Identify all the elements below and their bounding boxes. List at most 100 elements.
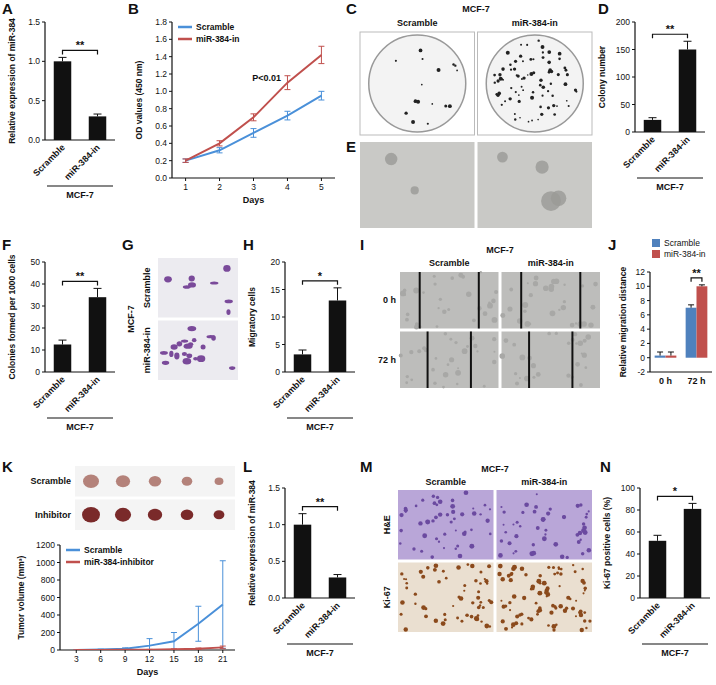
y-axis — [44, 22, 45, 140]
photo — [497, 490, 593, 560]
error-cap — [59, 57, 67, 58]
photo-detail — [442, 386, 445, 389]
photo-detail — [447, 363, 450, 366]
photo-detail — [577, 540, 581, 544]
photo-detail — [502, 605, 506, 609]
photo-detail — [519, 525, 521, 527]
photo-detail — [524, 573, 527, 576]
photo-detail — [466, 563, 469, 566]
photo-detail — [553, 542, 558, 547]
photo-detail — [492, 360, 496, 364]
photo-detail — [442, 310, 446, 314]
photo-detail — [455, 370, 461, 376]
x-tick — [149, 650, 150, 653]
photo-detail — [579, 272, 581, 329]
photo-detail — [404, 112, 407, 115]
subtitle: MCF-7 — [462, 4, 490, 14]
photo-detail — [539, 106, 542, 109]
y-axis-label: Relative expression of miR-384 — [247, 480, 257, 606]
error-cap — [98, 650, 104, 651]
photo-detail — [458, 554, 463, 559]
photo-detail — [581, 528, 586, 533]
photo-detail — [443, 547, 445, 549]
photo-detail — [492, 337, 496, 341]
photo-detail — [541, 517, 546, 522]
group-line — [287, 417, 353, 418]
x-tick — [100, 650, 101, 653]
photo-detail — [553, 113, 556, 116]
error-cap — [251, 113, 257, 114]
photo-detail — [451, 510, 455, 514]
photo-detail — [82, 507, 100, 522]
photo-detail — [116, 475, 130, 487]
photo-detail — [476, 350, 478, 352]
x-tick-label: 5 — [319, 182, 324, 192]
row-label: Scramble — [142, 267, 152, 308]
photo-detail — [549, 507, 552, 510]
photo-detail — [148, 509, 162, 521]
bar — [684, 509, 702, 598]
photo-detail — [162, 361, 169, 365]
y-axis-label: Tumor volume (mm³) — [16, 555, 26, 639]
bar — [686, 308, 697, 358]
y-tick — [169, 39, 172, 40]
error-cap — [217, 152, 223, 153]
photo-detail — [469, 544, 474, 549]
photo-detail — [456, 383, 459, 386]
y-tick-label: 0 — [35, 367, 40, 377]
error-cap — [654, 535, 662, 536]
photo-detail — [575, 322, 577, 324]
y-tick-label: 12 — [636, 267, 646, 277]
y-tick — [632, 49, 635, 50]
photo-detail — [498, 564, 503, 569]
error-bar — [222, 561, 223, 649]
y-tick-label: 10 — [271, 312, 281, 322]
bar — [655, 356, 666, 358]
subtitle: MCF-7 — [306, 648, 334, 658]
y-axis — [639, 488, 640, 598]
photo-detail — [504, 531, 507, 534]
photo-detail — [551, 279, 556, 284]
y-tick-label: 1.5 — [28, 17, 40, 27]
y-tick-label: 1.0 — [268, 520, 280, 530]
error-bar — [337, 288, 338, 301]
panel-label: N — [600, 458, 611, 475]
photo-detail — [578, 341, 583, 346]
y-tick — [42, 328, 45, 329]
photo-detail — [501, 67, 505, 71]
photo-detail — [470, 564, 475, 569]
error-bar — [62, 57, 63, 61]
photo-detail — [459, 596, 464, 601]
photo-detail — [438, 499, 443, 504]
y-tick — [57, 580, 60, 581]
photo-detail — [443, 372, 449, 378]
photo-detail — [531, 363, 536, 368]
error-bar — [185, 159, 186, 162]
photo-detail — [448, 104, 452, 108]
photo-detail — [536, 372, 541, 377]
photo-detail — [520, 622, 523, 625]
photo-detail — [433, 282, 436, 285]
photo-detail — [559, 572, 562, 575]
photo-detail — [405, 578, 407, 580]
photo-detail — [526, 44, 528, 46]
y-tick — [637, 488, 640, 489]
photo-detail — [409, 350, 413, 354]
photo-detail — [575, 342, 578, 345]
y-tick-label: 800 — [41, 575, 55, 585]
y-tick — [57, 545, 60, 546]
photo-detail — [520, 272, 522, 329]
photo — [360, 142, 475, 228]
y-tick — [282, 524, 285, 525]
photo-detail — [550, 83, 552, 85]
photo-detail — [186, 353, 192, 358]
photo — [502, 272, 601, 329]
photo-detail — [414, 603, 416, 605]
panel-label: K — [2, 458, 13, 475]
error-cap — [171, 632, 177, 633]
photo-detail — [479, 571, 482, 574]
photo-detail — [547, 90, 549, 92]
photo-detail — [435, 357, 438, 360]
photo-detail — [504, 338, 509, 343]
photo-detail — [588, 322, 593, 327]
